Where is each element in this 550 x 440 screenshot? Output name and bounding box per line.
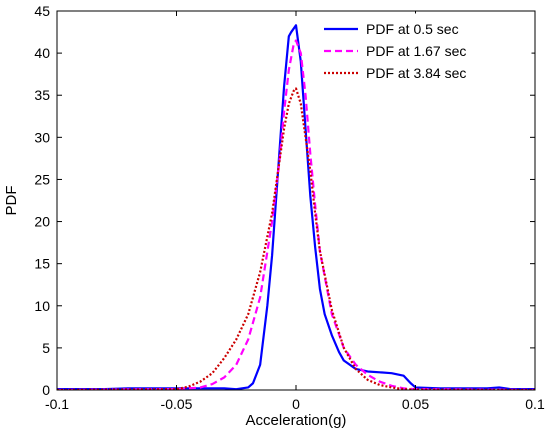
plot-area [57,24,535,390]
x-tick-label: -0.05 [161,396,193,412]
y-tick-label: 35 [34,87,50,103]
series-line-2 [57,39,535,390]
y-tick-label: 20 [34,214,50,230]
y-tick-label: 10 [34,298,50,314]
x-tick-label: 0 [292,396,300,412]
series-line-1 [57,24,535,390]
y-tick-label: 5 [42,340,50,356]
y-axis-label: PDF [3,186,20,216]
y-tick-label: 30 [34,129,50,145]
series-line-3 [57,87,535,390]
legend: PDF at 0.5 sec PDF at 1.67 sec PDF at 3.84… [317,13,532,89]
x-tick-label: 0.05 [402,396,429,412]
y-tick-label: 15 [34,256,50,272]
y-tick-label: 40 [34,45,50,61]
x-axis-label: Acceleration(g) [246,412,347,429]
legend-box [317,13,532,89]
x-tick-label: 0.1 [525,396,545,412]
y-tick-label: 45 [34,3,50,19]
y-tick-label: 25 [34,171,50,187]
axes: -0.1 -0.05 0 0.05 0.1 0 5 10 15 20 25 30 35 40 45 [34,3,545,412]
legend-label: PDF at 1.67 sec [366,43,466,59]
legend-label: PDF at 0.5 sec [366,21,459,37]
y-tick-label: 0 [42,382,50,398]
legend-label: PDF at 3.84 sec [366,65,466,81]
x-tick-label: -0.1 [45,396,69,412]
